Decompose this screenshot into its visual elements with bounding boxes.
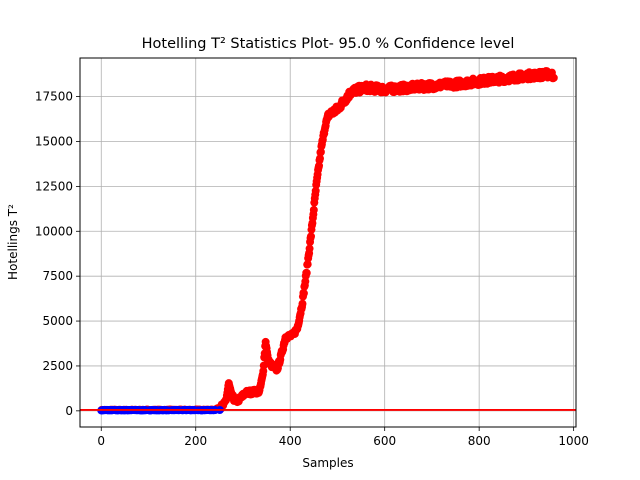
- x-axis-ticks: 0 200 400 600 800 1000: [97, 427, 589, 448]
- y-tick-label: 7500: [42, 269, 73, 283]
- x-tick-label: 200: [184, 434, 207, 448]
- x-tick-label: 600: [373, 434, 396, 448]
- out-of-control-point: [309, 205, 318, 214]
- chart-title: Hotelling T² Statistics Plot- 95.0 % Con…: [142, 36, 515, 52]
- y-tick-label: 17500: [35, 90, 73, 104]
- out-of-control-point: [549, 73, 558, 82]
- y-tick-label: 12500: [35, 179, 73, 193]
- out-of-control-point: [311, 186, 320, 195]
- x-axis-label: Samples: [302, 456, 353, 470]
- y-tick-label: 10000: [35, 224, 73, 238]
- y-axis-ticks: 0 2500 5000 7500 10000 12500 15000 17500: [35, 90, 80, 418]
- out-of-control-point: [316, 147, 325, 156]
- x-tick-label: 400: [279, 434, 302, 448]
- y-axis-label: Hotellings T²: [6, 204, 20, 280]
- out-of-control-point: [315, 154, 324, 163]
- y-tick-label: 5000: [42, 314, 73, 328]
- out-of-control-point: [298, 299, 307, 308]
- x-tick-label: 0: [97, 434, 105, 448]
- out-of-control-point: [303, 260, 312, 269]
- y-tick-label: 15000: [35, 134, 73, 148]
- x-tick-label: 800: [468, 434, 491, 448]
- y-tick-label: 0: [65, 404, 73, 418]
- out-of-control-point: [306, 232, 315, 241]
- plot-frame: [79, 57, 577, 428]
- y-tick-label: 2500: [42, 359, 73, 373]
- out-of-control-point: [299, 289, 308, 298]
- grid: [80, 58, 576, 427]
- out-of-control-point: [302, 268, 311, 277]
- out-of-control-point: [305, 244, 314, 253]
- x-tick-label: 1000: [558, 434, 589, 448]
